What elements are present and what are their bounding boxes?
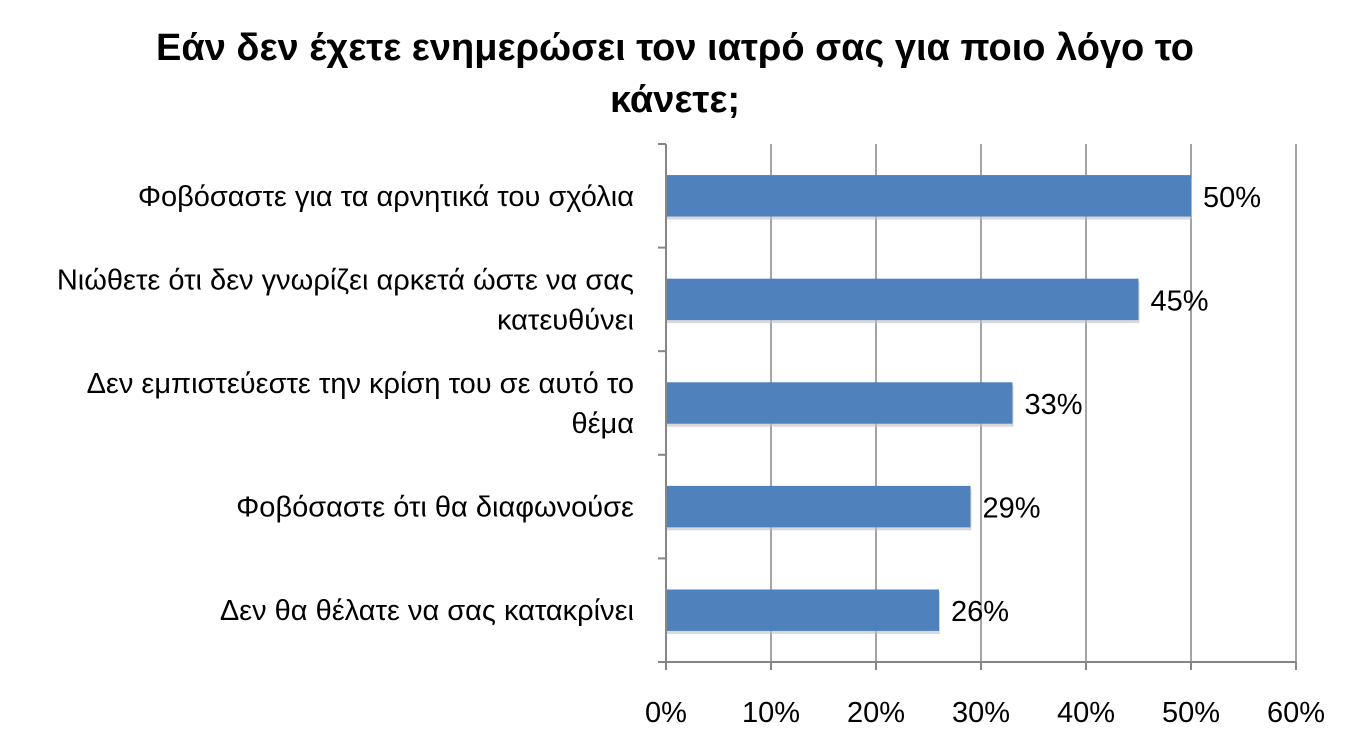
category-label: Νιώθετε ότι δεν γνωρίζει αρκετά ώστε να … — [57, 264, 634, 336]
bar — [666, 382, 1013, 424]
category-label: Δεν θα θέλατε να σας κατακρίνει — [220, 595, 634, 627]
x-tick-label: 50% — [1162, 697, 1220, 729]
axes — [658, 143, 1297, 670]
category-label: Δεν εμπιστεύεστε την κρίση του σε αυτό τ… — [87, 368, 634, 440]
category-label-line: θέμα — [571, 408, 634, 440]
x-tick-label: 20% — [847, 697, 905, 729]
bar — [666, 278, 1139, 321]
x-tick-label: 0% — [645, 697, 687, 729]
category-label-line: Φοβόσαστε ότι θα διαφωνούσε — [236, 492, 634, 524]
data-label: 29% — [983, 493, 1041, 525]
bar — [666, 485, 971, 528]
category-label-line: Δεν εμπιστεύεστε την κρίση του σε αυτό τ… — [87, 368, 634, 400]
data-label: 26% — [951, 596, 1009, 628]
chart-title-text: Εάν δεν έχετε ενημερώσει τον ιατρό σας γ… — [156, 27, 1194, 121]
category-label-line: Νιώθετε ότι δεν γνωρίζει αρκετά ώστε να … — [57, 264, 634, 296]
data-label: 50% — [1203, 182, 1261, 214]
bar — [666, 175, 1191, 217]
data-label: 45% — [1151, 285, 1209, 317]
x-tick-label: 10% — [742, 697, 800, 729]
bars — [666, 175, 1192, 634]
category-label-line: Φοβόσαστε για τα αρνητικά του σχόλια — [138, 181, 634, 213]
x-tick-label: 40% — [1057, 697, 1115, 729]
bar — [666, 589, 939, 631]
category-label-line: Δεν θα θέλατε να σας κατακρίνει — [220, 595, 634, 627]
category-label-line: κατευθύνει — [497, 304, 634, 336]
chart-title: Εάν δεν έχετε ενημερώσει τον ιατρό σας γ… — [0, 22, 1350, 126]
x-tick-label: 60% — [1267, 697, 1325, 729]
labels: 50% 45% 33% 29% 26% 0% 10% 20% 30% 40% 50% 60% Φοβόσ… — [57, 181, 1325, 729]
category-label: Φοβόσαστε ότι θα διαφωνούσε — [236, 492, 634, 524]
data-label: 33% — [1025, 389, 1083, 421]
x-tick-label: 30% — [952, 697, 1010, 729]
category-label: Φοβόσαστε για τα αρνητικά του σχόλια — [138, 181, 634, 213]
